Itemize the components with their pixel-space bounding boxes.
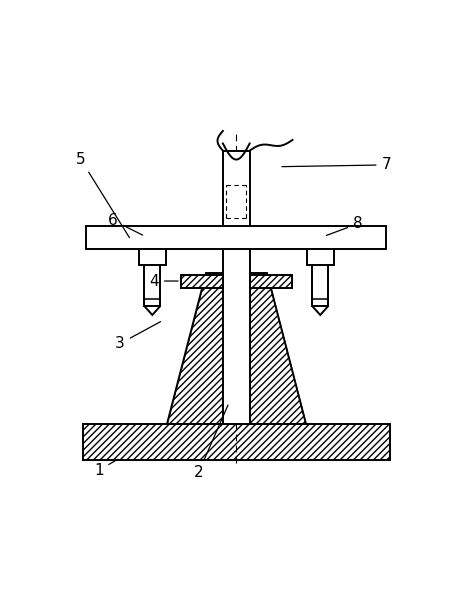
Polygon shape [250, 273, 306, 424]
Bar [144, 265, 160, 306]
Polygon shape [144, 306, 160, 315]
Bar [312, 265, 328, 306]
Bar [250, 275, 292, 288]
Bar [181, 275, 223, 288]
Bar [250, 275, 292, 288]
Bar [83, 424, 390, 460]
Text: 6: 6 [108, 213, 142, 235]
Bar [83, 424, 390, 460]
Text: 5: 5 [76, 152, 130, 238]
Polygon shape [312, 306, 328, 315]
Bar [181, 275, 223, 288]
Text: 1: 1 [94, 459, 118, 478]
Bar [223, 151, 250, 424]
Bar [86, 225, 386, 249]
Bar [139, 249, 165, 265]
Bar [307, 249, 334, 265]
Text: 8: 8 [326, 216, 362, 235]
Text: 2: 2 [194, 405, 228, 480]
Text: 3: 3 [115, 322, 160, 351]
Polygon shape [166, 273, 223, 424]
Text: 4: 4 [149, 273, 178, 288]
Text: 7: 7 [282, 158, 391, 172]
